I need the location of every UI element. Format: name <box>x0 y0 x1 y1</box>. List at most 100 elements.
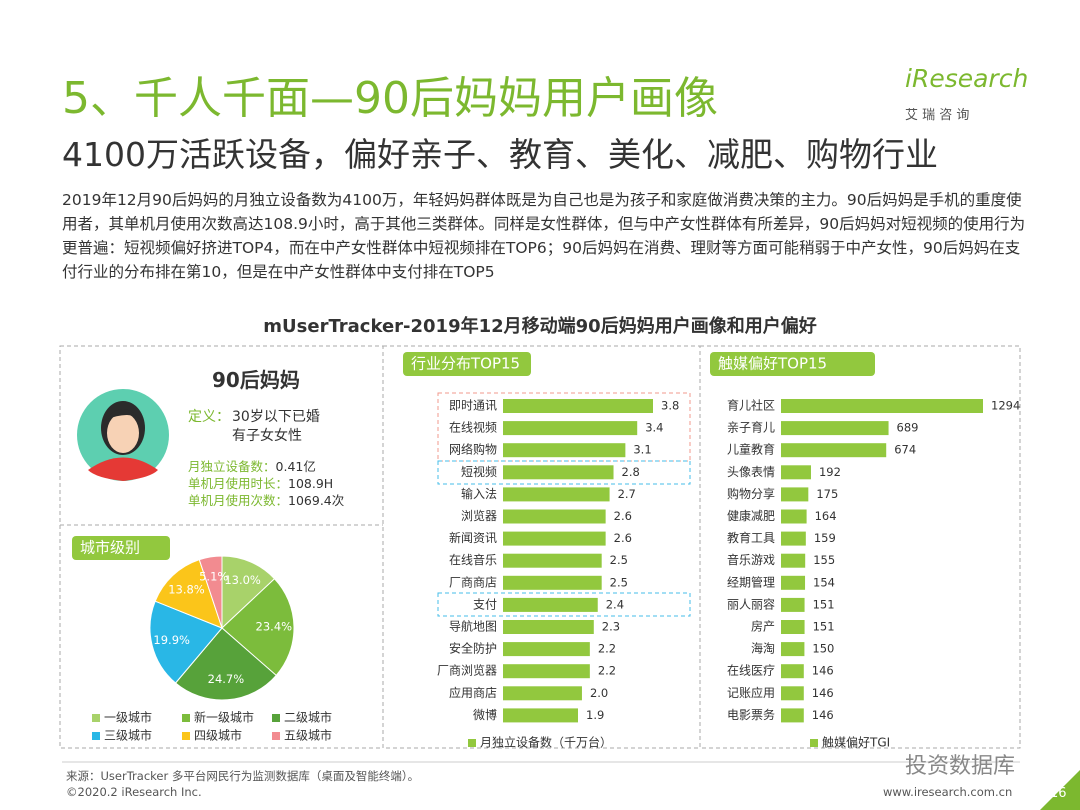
category-label: 短视频 <box>461 464 497 479</box>
profile-name: 90后妈妈 <box>212 368 300 392</box>
stat-value: 108.9H <box>288 476 334 491</box>
category-label: 丽人丽容 <box>727 596 775 611</box>
bar <box>781 465 811 480</box>
bar <box>503 531 606 546</box>
avatar <box>77 389 169 481</box>
category-label: 购物分享 <box>727 486 775 501</box>
bar <box>503 421 638 436</box>
legend-swatch <box>92 732 100 740</box>
bar <box>781 708 804 723</box>
bar <box>503 553 602 568</box>
value-label: 150 <box>812 642 834 656</box>
panels <box>59 345 1021 749</box>
body-text: 2019年12月90后妈妈的月独立设备数为4100万，年轻妈妈群体既是为自己也是… <box>62 191 1026 281</box>
stats: 月独立设备数：0.41亿 单机月使用时长：108.9H 单机月使用次数：1069.4… <box>188 458 344 509</box>
website: www.iresearch.com.cn <box>883 785 1013 799</box>
legend-label: 月独立设备数（千万台） <box>480 735 612 750</box>
pie-slice <box>198 555 223 629</box>
bar <box>781 553 806 568</box>
legend-label: 五级城市 <box>284 728 332 743</box>
bar <box>781 443 887 458</box>
stat-value: 1069.4次 <box>288 493 345 508</box>
category-label: 在线音乐 <box>449 552 497 567</box>
category-label: 房产 <box>751 619 775 634</box>
bar <box>781 487 809 502</box>
bar <box>503 487 610 502</box>
pie-slice <box>154 559 223 629</box>
legend-swatch <box>182 714 190 722</box>
legend-swatch <box>182 732 190 740</box>
value-label: 155 <box>813 553 835 567</box>
definition: 有子女女性 <box>232 428 302 444</box>
definition-label: 定义： <box>188 409 230 425</box>
value-label: 2.6 <box>614 531 632 545</box>
pie-slice <box>149 600 223 684</box>
category-label: 电影票务 <box>727 707 775 722</box>
value-label: 1.9 <box>586 708 604 722</box>
bar <box>781 399 983 413</box>
category-label: 在线医疗 <box>727 664 775 678</box>
slice-label: 13.0% <box>224 573 261 587</box>
panel-tab <box>710 352 875 376</box>
value-label: 2.8 <box>622 465 640 479</box>
value-label: 151 <box>813 597 835 611</box>
legend-label: 二级城市 <box>284 710 332 725</box>
legend-label: 触媒偏好TGI <box>822 735 890 750</box>
stat: 单机月使用次数：1069.4次 <box>188 492 344 509</box>
bar <box>503 620 594 634</box>
category-label: 厂商浏览器 <box>437 663 497 678</box>
value-label: 146 <box>812 708 834 722</box>
panel-title: 行业分布TOP15 <box>411 355 520 373</box>
category-label: 网络购物 <box>449 442 497 457</box>
bar <box>781 664 804 679</box>
value-label: 2.0 <box>590 686 608 700</box>
value-label: 2.6 <box>614 509 632 523</box>
value-label: 2.3 <box>602 620 620 634</box>
category-label: 健康减肥 <box>727 508 775 523</box>
legend-label: 三级城市 <box>104 728 152 743</box>
bar <box>781 509 807 524</box>
panel-title: 城市级别 <box>80 539 140 557</box>
bar <box>781 642 805 657</box>
panel-tab <box>403 352 531 376</box>
category-label: 海淘 <box>751 641 775 656</box>
category-label: 支付 <box>473 597 497 611</box>
bar <box>781 421 889 436</box>
bar <box>781 686 804 701</box>
category-label: 厂商商店 <box>449 574 497 589</box>
logo-cn: 艾 瑞 咨 询 <box>905 108 970 123</box>
pie-slice <box>221 555 276 630</box>
stat: 月独立设备数：0.41亿 <box>188 458 344 475</box>
bar <box>781 620 805 634</box>
stat-label: 月独立设备数： <box>188 459 276 474</box>
source: 来源：UserTracker 多平台网民行为监测数据库（桌面及智能终端）。 <box>66 769 420 783</box>
bar <box>503 399 653 413</box>
category-label: 音乐游戏 <box>727 552 775 567</box>
bar <box>503 686 582 701</box>
slice-label: 5.1% <box>199 569 228 583</box>
category-label: 新闻资讯 <box>449 530 497 545</box>
definition: 30岁以下已婚 <box>232 409 320 425</box>
slice-label: 19.9% <box>153 633 190 647</box>
value-label: 2.4 <box>606 597 624 611</box>
legend-label: 新一级城市 <box>194 710 254 725</box>
stat-label: 单机月使用次数： <box>188 493 289 508</box>
highlight-box <box>437 460 691 485</box>
legend-swatch <box>468 739 476 747</box>
value-label: 159 <box>814 531 836 545</box>
legend-swatch <box>272 714 280 722</box>
category-label: 即时通讯 <box>449 399 497 413</box>
page-number: 16 <box>1050 786 1067 801</box>
title: 5、千人千面—90后妈妈用户画像 <box>62 73 718 124</box>
value-label: 151 <box>813 620 835 634</box>
bar <box>781 575 806 590</box>
value-label: 2.5 <box>610 575 628 589</box>
slice-label: 23.4% <box>256 620 293 634</box>
copyright: ©2020.2 iResearch Inc. <box>66 785 202 799</box>
category-label: 输入法 <box>461 486 497 501</box>
slice-label: 13.8% <box>168 583 205 597</box>
value-label: 164 <box>815 509 837 523</box>
value-label: 192 <box>819 465 841 479</box>
